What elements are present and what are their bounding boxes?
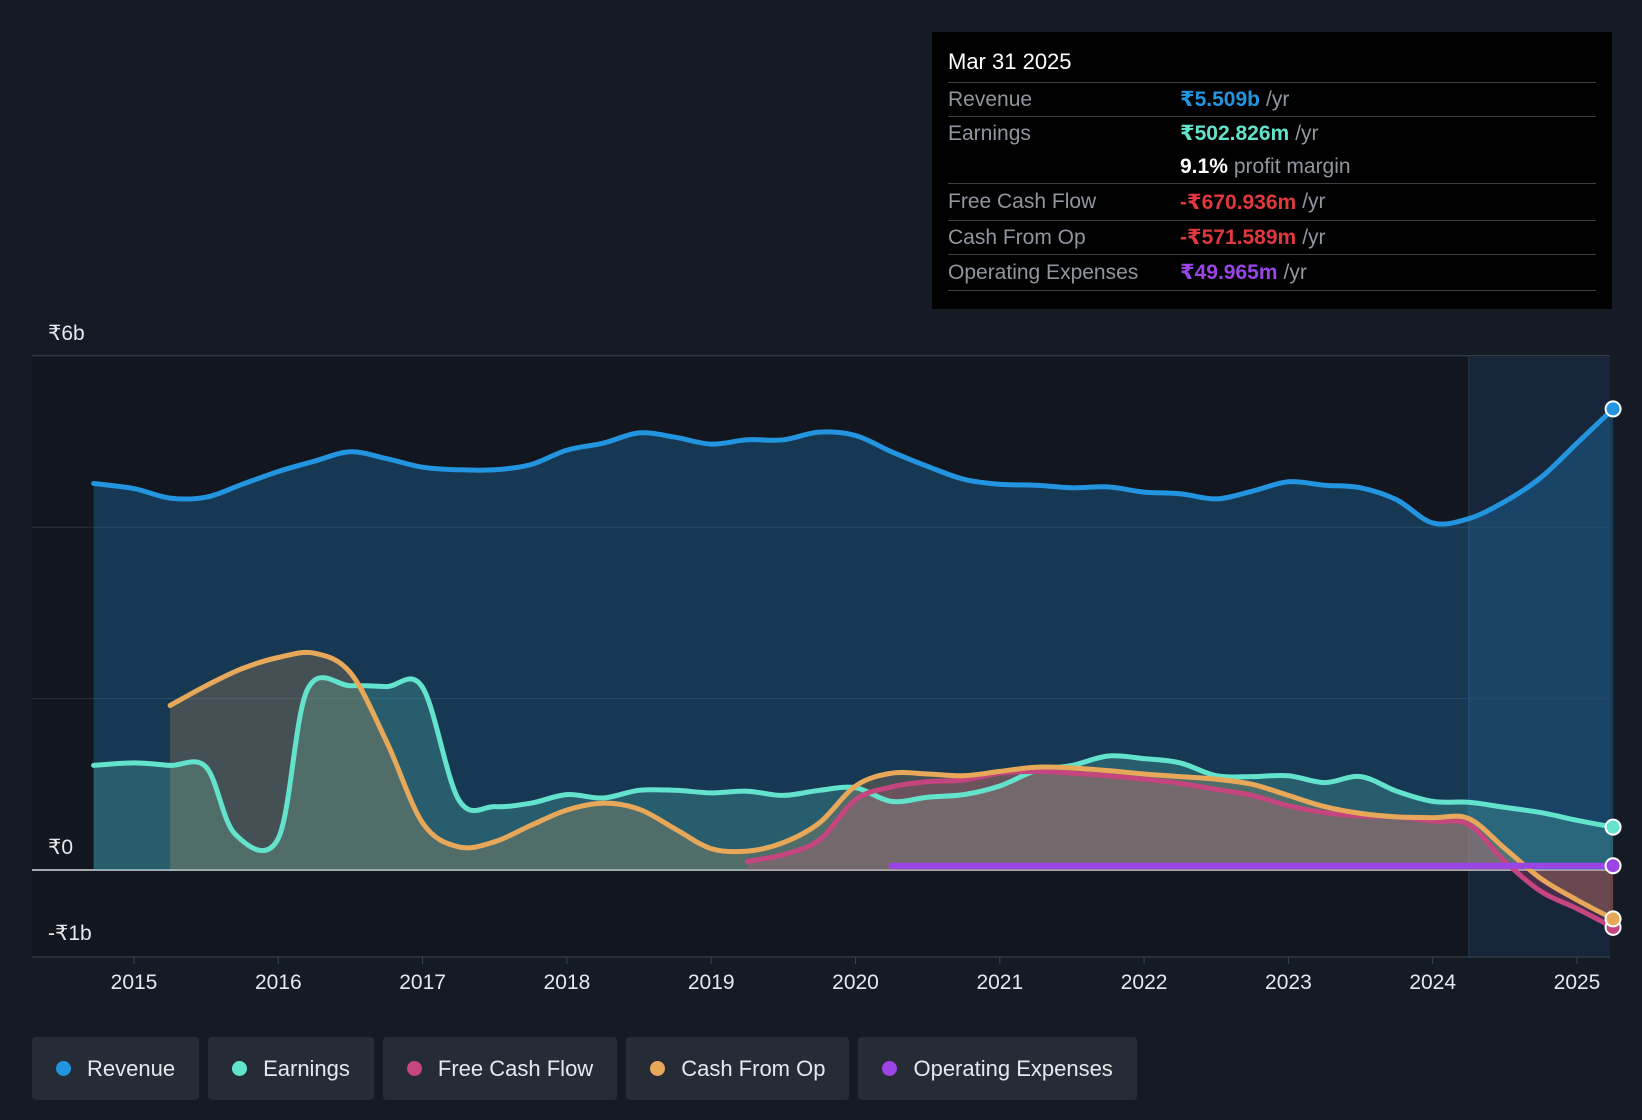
y-label-zero: ₹0 — [48, 836, 73, 859]
free-cash-flow-line — [744, 768, 1616, 930]
legend-dot-icon — [650, 1061, 666, 1076]
y-label-bottom: -₹1b — [48, 922, 92, 945]
chart-area[interactable]: ₹6b ₹0 -₹1b 2015 2016 2017 2018 2019 2020 2021… — [0, 0, 1642, 1020]
legend-item-free-cash-flow[interactable]: Free Cash Flow — [382, 1037, 618, 1100]
tooltip-unit: profit margin — [1233, 154, 1351, 178]
earnings-end-point[interactable] — [1604, 818, 1622, 836]
x-tick-label: 2022 — [1121, 971, 1168, 994]
chart-series-end-dots — [1604, 400, 1622, 936]
tooltip-label: Free Cash Flow — [948, 190, 1097, 213]
tooltip-date: Mar 31 2025 — [948, 49, 1072, 74]
revenue-line — [91, 406, 1616, 527]
x-tick-label: 2025 — [1554, 971, 1601, 994]
tooltip-value: -₹571.589m — [1180, 226, 1297, 249]
x-tick-label: 2023 — [1265, 971, 1312, 994]
legend-item-operating-expenses[interactable]: Operating Expenses — [858, 1037, 1137, 1100]
x-tick-label: 2016 — [255, 971, 302, 994]
tooltip-value: 9.1% — [1180, 154, 1228, 178]
tooltip-label: Earnings — [948, 121, 1031, 145]
tooltip-row-free-cash-flow: Free Cash Flow -₹670.936m /yr — [948, 183, 1596, 220]
free-cash-flow-area — [747, 771, 1614, 928]
tooltip-row-profit-margin: 9.1% profit margin — [948, 150, 1596, 183]
x-tick-label: 2020 — [832, 971, 879, 994]
earnings-line — [91, 675, 1616, 853]
legend-dot-icon — [232, 1061, 248, 1076]
revenue-area — [93, 408, 1614, 870]
chart-y-axis: ₹6b ₹0 -₹1b — [48, 322, 92, 945]
tooltip-unit: /yr — [1266, 87, 1290, 111]
tooltip-unit: /yr — [1302, 190, 1326, 213]
legend-item-revenue[interactable]: Revenue — [32, 1037, 200, 1100]
x-tick-label: 2021 — [976, 971, 1023, 994]
tooltip-unit: /yr — [1283, 260, 1307, 284]
chart-series-areas — [93, 408, 1614, 928]
tooltip-value: ₹5.509b — [1180, 88, 1260, 111]
legend-label: Earnings — [263, 1055, 350, 1081]
legend-dot-icon — [406, 1061, 422, 1076]
tooltip-label: Revenue — [948, 87, 1033, 111]
operating-expenses-end-point[interactable] — [1604, 857, 1622, 875]
legend-label: Operating Expenses — [913, 1055, 1113, 1081]
tooltip-row-cash-from-op: Cash From Op -₹571.589m /yr — [948, 220, 1596, 254]
tooltip-label: Cash From Op — [948, 225, 1086, 249]
legend-item-earnings[interactable]: Earnings — [208, 1037, 374, 1100]
x-tick-label: 2024 — [1409, 971, 1456, 994]
chart-x-axis: 2015 2016 2017 2018 2019 2020 2021 2022 2023 2024… — [111, 957, 1601, 994]
x-tick-label: 2019 — [688, 971, 735, 994]
tooltip-row-earnings: Earnings ₹502.826m /yr — [948, 116, 1596, 150]
tooltip-value: -₹670.936m — [1180, 190, 1297, 214]
tooltip-unit: /yr — [1302, 225, 1326, 249]
tooltip-row-operating-expenses: Operating Expenses ₹49.965m /yr — [948, 254, 1596, 291]
y-label-top: ₹6b — [48, 322, 85, 345]
legend-item-cash-from-op[interactable]: Cash From Op — [626, 1037, 850, 1100]
chart-series-lines — [91, 406, 1617, 930]
tooltip-value: ₹502.826m — [1180, 122, 1290, 145]
chart-legend: Revenue Earnings Free Cash Flow Cash Fro… — [32, 1037, 1137, 1100]
x-tick-label: 2015 — [111, 971, 158, 994]
x-tick-label: 2018 — [544, 971, 591, 994]
tooltip-row-revenue: Revenue ₹5.509b /yr — [948, 82, 1596, 116]
chart-forecast-region — [1468, 357, 1610, 957]
legend-dot-icon — [56, 1061, 71, 1076]
cash-from-op-end-point[interactable] — [1604, 910, 1622, 928]
tooltip-value: ₹49.965m — [1180, 261, 1278, 284]
legend-label: Cash From Op — [681, 1055, 826, 1081]
legend-dot-icon — [882, 1061, 898, 1076]
chart-gridlines — [32, 355, 1610, 958]
earnings-area — [93, 677, 1614, 870]
x-tick-label: 2017 — [399, 971, 446, 994]
revenue-end-point[interactable] — [1604, 400, 1622, 418]
legend-label: Revenue — [87, 1055, 176, 1081]
cash-from-op-line — [167, 649, 1616, 922]
tooltip-panel: Mar 31 2025 Revenue ₹5.509b /yr Earnings… — [932, 32, 1612, 309]
tooltip-label: Operating Expenses — [948, 260, 1139, 284]
tooltip-unit: /yr — [1295, 121, 1319, 145]
legend-label: Free Cash Flow — [437, 1055, 594, 1081]
